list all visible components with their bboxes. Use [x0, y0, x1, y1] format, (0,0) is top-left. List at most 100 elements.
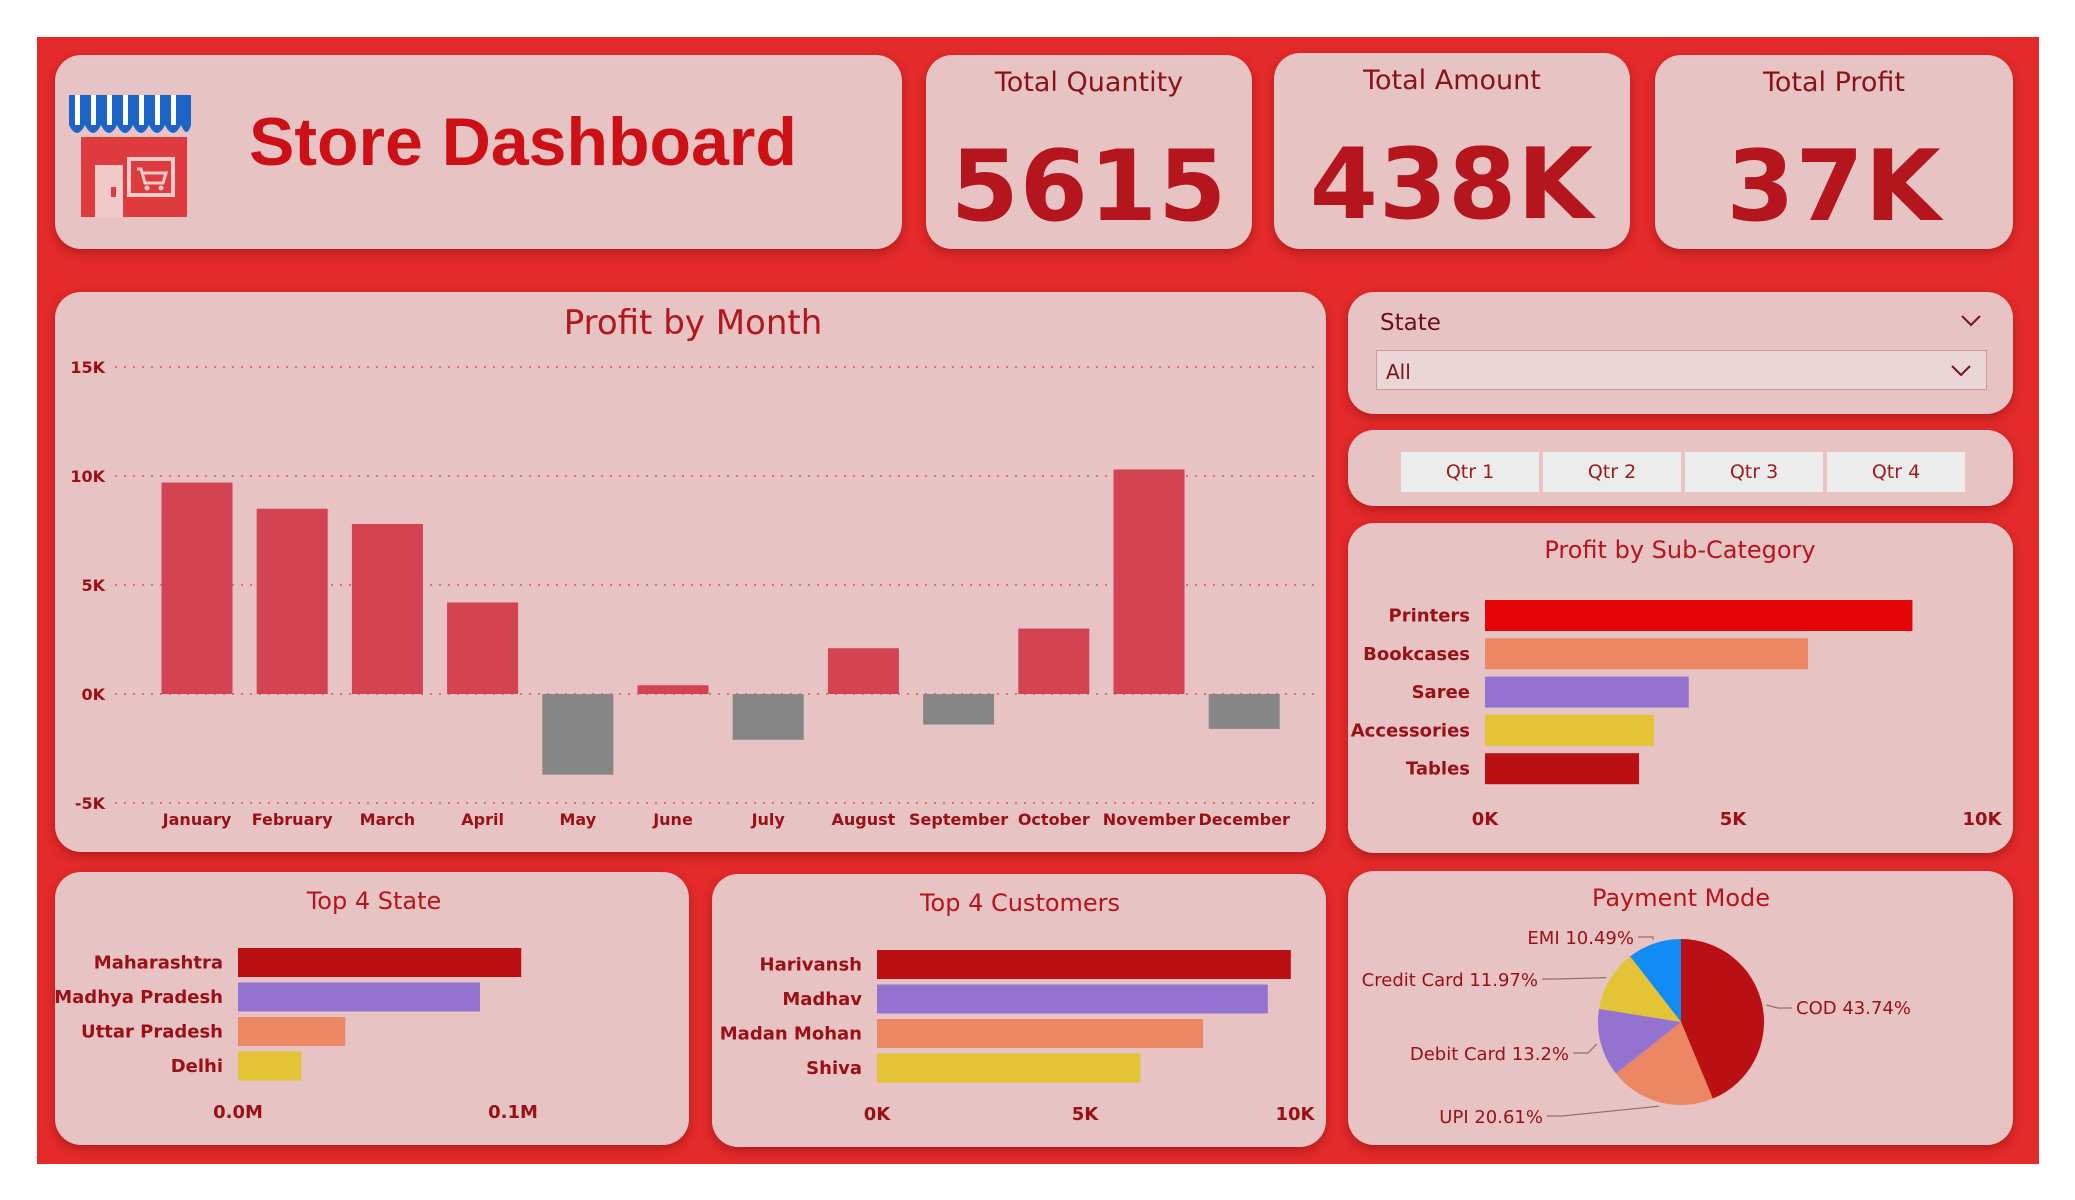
bar — [256, 508, 328, 694]
bar — [1485, 676, 1689, 708]
x-tick-label: 10K — [1276, 1104, 1316, 1125]
category-label: Maharashtra — [94, 953, 223, 974]
chart-title: Payment Mode — [1592, 884, 1770, 912]
qtr-1-button[interactable]: Qtr 1 — [1401, 452, 1539, 492]
bar — [542, 694, 614, 775]
bar — [161, 482, 233, 694]
profit-by-month-card: Profit by Month 15K 10K 5K 0K -5K January Febr… — [55, 292, 1326, 852]
x-tick-label: 0.0M — [213, 1102, 263, 1123]
slice-label: COD 43.74% — [1796, 998, 1911, 1019]
category-label: Printers — [1389, 606, 1470, 627]
x-tick-label: October — [1018, 810, 1090, 829]
category-label: Harivansh — [760, 955, 862, 976]
profit-by-subcategory-chart: Profit by Sub-Category Printers Bookcases… — [1351, 536, 2003, 830]
chart-title: Profit by Month — [564, 303, 823, 343]
leader-line — [1547, 1105, 1660, 1117]
bar — [877, 950, 1291, 979]
qtr-2-button[interactable]: Qtr 2 — [1543, 452, 1681, 492]
chart-title: Profit by Sub-Category — [1544, 536, 1815, 564]
x-tick-label: February — [252, 810, 334, 829]
bar — [1485, 714, 1654, 746]
category-label: Madhav — [782, 989, 862, 1010]
kpi-value: 438K — [1309, 128, 1595, 242]
x-tick-label: 0K — [864, 1104, 892, 1125]
category-label: Madan Mohan — [720, 1024, 862, 1045]
slice-label: Debit Card 13.2% — [1410, 1044, 1569, 1065]
qtr-3-button[interactable]: Qtr 3 — [1685, 452, 1823, 492]
pie-slice — [1598, 1008, 1681, 1074]
bar — [1485, 638, 1809, 670]
slice-label: Credit Card 11.97% — [1362, 970, 1538, 991]
bar — [827, 648, 899, 694]
leader-line — [1766, 1004, 1792, 1009]
bar — [923, 694, 995, 725]
category-label: Shiva — [806, 1058, 862, 1079]
bar — [447, 602, 519, 694]
x-tick-label: July — [751, 810, 786, 829]
top-4-customers-chart: Top 4 Customers Harivansh Madhav Madan Moh… — [720, 889, 1316, 1125]
state-dropdown[interactable]: All — [1376, 350, 1987, 390]
bar — [877, 1019, 1204, 1048]
x-tick-label: December — [1199, 810, 1290, 829]
kpi-label: Total Quantity — [994, 67, 1184, 98]
category-label: Uttar Pradesh — [81, 1022, 223, 1043]
payment-mode-chart: Payment Mode COD 43.74% UPI 20.61% Debit C… — [1362, 884, 1911, 1128]
y-tick-label: 10K — [70, 467, 105, 486]
kpi-total-amount: Total Amount 438K — [1274, 53, 1630, 249]
bar — [1485, 753, 1640, 785]
pie-slice — [1615, 1022, 1713, 1105]
kpi-total-profit: Total Profit 37K — [1655, 55, 2013, 249]
slice-label: UPI 20.61% — [1439, 1107, 1543, 1128]
bar — [238, 982, 480, 1012]
bar — [732, 694, 804, 740]
bar — [877, 984, 1268, 1014]
store-icon — [69, 95, 191, 217]
y-tick-label: -5K — [75, 794, 106, 813]
kpi-value: 5615 — [950, 130, 1228, 244]
category-label: Madhya Pradesh — [55, 987, 223, 1008]
kpi-total-quantity: Total Quantity 5615 — [926, 55, 1252, 249]
title-card: Store Dashboard — [55, 55, 902, 249]
kpi-value: 37K — [1726, 130, 1942, 244]
qtr-4-button[interactable]: Qtr 4 — [1827, 452, 1965, 492]
state-dropdown-value: All — [1386, 360, 1411, 384]
chevron-down-icon — [1951, 365, 1971, 377]
bar — [637, 685, 709, 694]
bar — [238, 1017, 346, 1046]
top-4-state-card: Top 4 State Maharashtra Madhya Pradesh Utt… — [55, 872, 689, 1145]
x-tick-label: November — [1103, 810, 1196, 829]
leader-line — [1638, 936, 1654, 940]
category-label: Delhi — [171, 1056, 223, 1077]
y-tick-label: 0K — [81, 685, 105, 704]
bar — [351, 523, 423, 694]
pie-slice — [1599, 956, 1681, 1022]
y-tick-label: 5K — [81, 576, 105, 595]
category-label: Tables — [1406, 759, 1470, 780]
bar — [877, 1053, 1141, 1083]
leader-line — [1542, 976, 1607, 980]
x-tick-label: March — [360, 810, 415, 829]
collapse-chevron-icon[interactable] — [1960, 314, 1982, 328]
top-4-customers-card: Top 4 Customers Harivansh Madhav Madan Moh… — [712, 874, 1326, 1147]
category-label: Bookcases — [1363, 644, 1470, 665]
bar — [1113, 469, 1185, 694]
pie-slice — [1630, 939, 1681, 1022]
chart-title: Top 4 State — [306, 887, 442, 915]
category-label: Accessories — [1351, 720, 1470, 741]
bar — [238, 1051, 302, 1081]
bar — [1208, 694, 1280, 729]
pie-slice — [1681, 939, 1764, 1099]
bar — [1485, 600, 1913, 631]
kpi-label: Total Amount — [1363, 65, 1541, 96]
x-tick-label: 5K — [1072, 1104, 1100, 1125]
kpi-label: Total Profit — [1762, 67, 1906, 98]
payment-mode-card: Payment Mode COD 43.74% UPI 20.61% Debit C… — [1348, 871, 2013, 1145]
y-tick-label: 15K — [70, 358, 105, 377]
x-tick-label: May — [559, 810, 596, 829]
x-tick-label: August — [832, 810, 896, 829]
state-filter-card: State All — [1348, 292, 2013, 414]
chart-title: Top 4 Customers — [919, 889, 1120, 917]
profit-by-subcategory-card: Profit by Sub-Category Printers Bookcases… — [1348, 523, 2013, 853]
slice-label: EMI 10.49% — [1527, 928, 1634, 949]
x-tick-label: 0K — [1472, 809, 1500, 830]
